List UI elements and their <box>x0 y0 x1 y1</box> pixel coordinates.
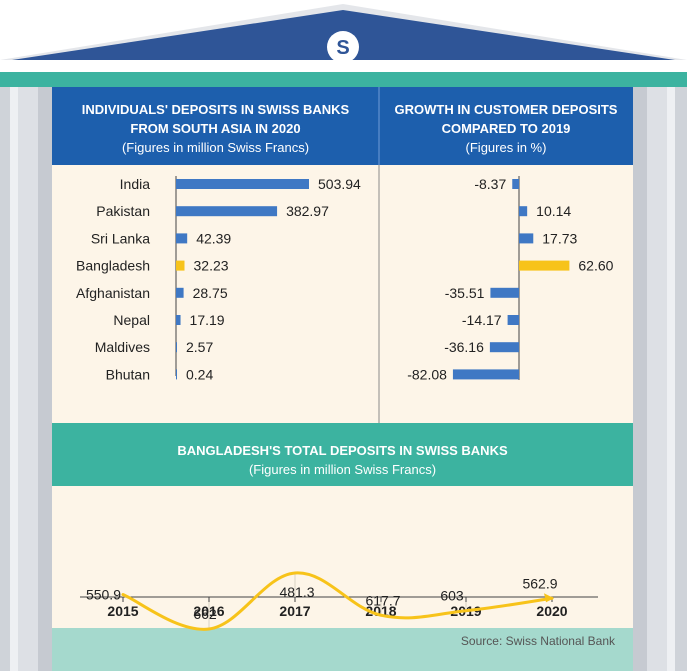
point-label-2017: 481.3 <box>279 584 314 600</box>
growth-value-afghanistan: -35.51 <box>445 285 485 301</box>
growth-value-india: -8.37 <box>474 176 506 192</box>
growth-value-sri-lanka: 17.73 <box>542 230 577 246</box>
growth-bar-bangladesh <box>519 260 570 271</box>
deposit-value-bhutan: 0.24 <box>186 366 213 382</box>
deposit-value-sri-lanka: 42.39 <box>196 230 231 246</box>
logo-badge <box>327 31 359 63</box>
deposit-bar-bhutan <box>176 369 177 380</box>
deposit-bar-pakistan <box>176 206 278 217</box>
logo-letter: S <box>336 37 349 59</box>
left-chart-header: INDIVIDUALS' DEPOSITS IN SWISS BANKS FRO… <box>52 100 379 157</box>
x-label-2018: 2018 <box>365 603 396 619</box>
left-chart-title-line1: INDIVIDUALS' DEPOSITS IN SWISS BANKS <box>81 102 350 117</box>
bottom-chart-header: BANGLADESH'S TOTAL DEPOSITS IN SWISS BAN… <box>52 441 633 479</box>
x-label-2016: 2016 <box>193 603 224 619</box>
deposit-bar-nepal <box>176 315 181 325</box>
deposit-bar-sri-lanka <box>176 233 188 244</box>
deposit-value-bangladesh: 32.23 <box>194 258 229 274</box>
deposit-value-afghanistan: 28.75 <box>193 285 228 301</box>
x-label-2020: 2020 <box>536 603 567 619</box>
category-label-pakistan: Pakistan <box>96 203 150 219</box>
deposit-bar-india <box>176 179 309 189</box>
point-label-2016: 662 <box>193 606 217 622</box>
left-chart-title-line2: FROM SOUTH ASIA IN 2020 <box>130 121 301 136</box>
deposit-bar-afghanistan <box>176 287 184 298</box>
source-note: Source: Swiss National Bank <box>460 634 615 648</box>
deposit-trend-line <box>121 571 554 631</box>
category-label-india: India <box>120 176 151 192</box>
deposit-value-india: 503.94 <box>318 176 361 192</box>
growth-bar-afghanistan <box>490 287 519 298</box>
category-label-bhutan: Bhutan <box>106 366 150 382</box>
x-label-2017: 2017 <box>279 603 310 619</box>
point-label-2015: 550.9 <box>86 587 121 603</box>
growth-bar-sri-lanka <box>519 233 534 244</box>
bottom-chart-title: BANGLADESH'S TOTAL DEPOSITS IN SWISS BAN… <box>177 443 508 458</box>
point-label-2020: 562.9 <box>522 575 557 591</box>
right-chart-title-line1: GROWTH IN CUSTOMER DEPOSITS <box>394 102 618 117</box>
point-label-2019: 603 <box>440 588 464 604</box>
deposit-value-maldives: 2.57 <box>186 339 213 355</box>
deposit-bar-bangladesh <box>176 260 185 271</box>
deposit-value-nepal: 17.19 <box>190 312 225 328</box>
left-chart-subtitle: (Figures in million Swiss Francs) <box>121 140 310 155</box>
growth-value-nepal: -14.17 <box>462 312 502 328</box>
growth-bar-nepal <box>507 315 519 325</box>
growth-bar-maldives <box>489 342 519 353</box>
right-chart-header: GROWTH IN CUSTOMER DEPOSITS COMPARED TO … <box>379 100 633 157</box>
growth-value-pakistan: 10.14 <box>536 203 571 219</box>
growth-value-bangladesh: 62.60 <box>578 258 613 274</box>
growth-bar-pakistan <box>519 206 528 217</box>
growth-bar-india <box>512 179 519 189</box>
x-label-2015: 2015 <box>107 603 138 619</box>
category-label-bangladesh: Bangladesh <box>76 258 150 274</box>
category-label-afghanistan: Afghanistan <box>76 285 150 301</box>
deposit-value-pakistan: 382.97 <box>286 203 329 219</box>
deposit-bar-maldives <box>176 342 177 353</box>
growth-value-maldives: -36.16 <box>444 339 484 355</box>
growth-value-bhutan: -82.08 <box>407 366 447 382</box>
category-label-maldives: Maldives <box>95 339 150 355</box>
trend-arrow-head <box>544 593 554 603</box>
category-label-nepal: Nepal <box>113 312 150 328</box>
right-chart-subtitle: (Figures in %) <box>465 140 547 155</box>
growth-bar-bhutan <box>452 369 519 380</box>
bottom-chart-subtitle: (Figures in million Swiss Francs) <box>248 462 437 477</box>
right-chart-title-line2: COMPARED TO 2019 <box>441 121 571 136</box>
point-label-2018: 617.7 <box>365 592 400 608</box>
category-label-sri-lanka: Sri Lanka <box>91 230 150 246</box>
